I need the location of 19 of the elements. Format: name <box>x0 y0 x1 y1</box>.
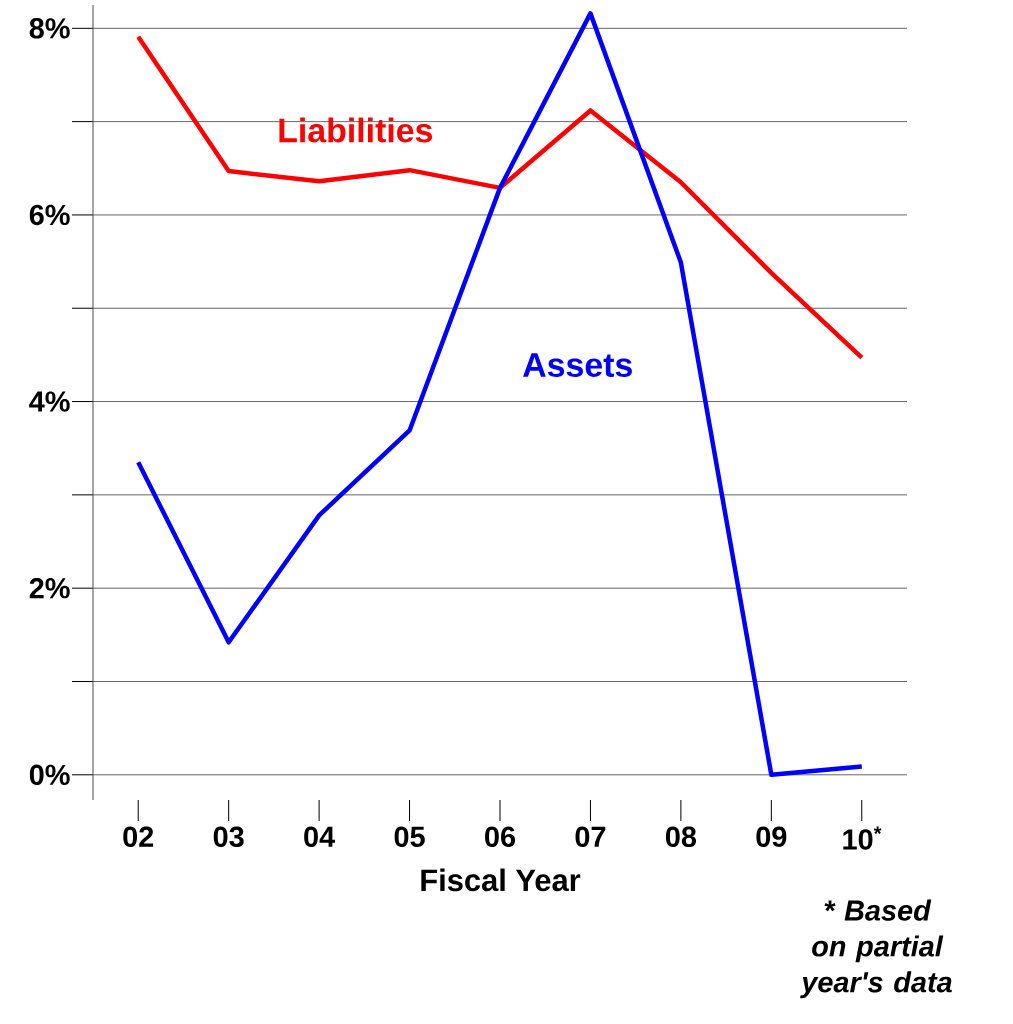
y-tick-label: 8% <box>29 18 70 39</box>
x-tick-label: 06 <box>485 826 516 847</box>
x-tick-label: 08 <box>665 826 697 847</box>
x-tick-label: 03 <box>213 826 244 848</box>
x-tick-label: 10$^{*}$ <box>843 826 882 850</box>
x-tick-label: 09 <box>756 826 787 847</box>
x-axis-title: Fiscal Year <box>421 868 581 892</box>
y-tick-label: 6% <box>29 204 70 226</box>
series-label: Assets <box>523 353 632 377</box>
x-tick-label: 04 <box>304 826 336 847</box>
x-tick-label: 02 <box>123 826 154 847</box>
x-tick-label: 05 <box>394 826 425 847</box>
line-series <box>135 11 865 778</box>
y-tick-label: 4% <box>29 391 70 412</box>
y-tick-label: 2% <box>29 577 70 599</box>
x-tick-label: 07 <box>575 826 606 847</box>
text: * Based on partial year's data <box>800 899 952 999</box>
y-tick-label: 0% <box>29 764 70 786</box>
series-label: Liabilities <box>279 117 433 143</box>
